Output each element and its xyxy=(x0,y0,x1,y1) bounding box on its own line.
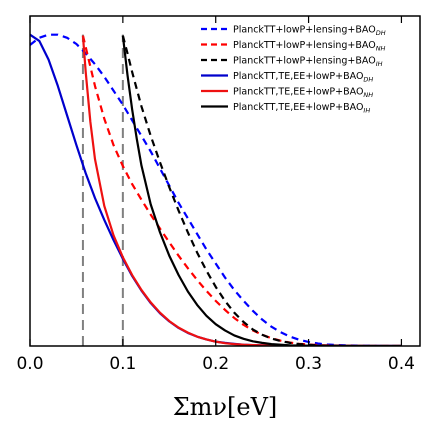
legend-label-4: PlanckTT,TE,EE+lowP+BAODH xyxy=(233,71,373,84)
vertical-markers xyxy=(81,34,124,346)
legend-label-2: PlanckTT+lowP+lensing+BAONH xyxy=(233,40,386,53)
axes-frame xyxy=(29,15,421,347)
x-tick-label: 0.4 xyxy=(388,354,415,374)
legend-label-3: PlanckTT+lowP+lensing+BAOIH xyxy=(233,56,383,69)
series-line-1 xyxy=(30,33,402,346)
legend-label-5: PlanckTT,TE,EE+lowP+BAONH xyxy=(233,87,373,100)
series-line-6 xyxy=(121,35,402,346)
legend: PlanckTT+lowP+lensing+BAODH PlanckTT+lowP… xyxy=(201,25,386,115)
x-tick-label: 0.0 xyxy=(16,354,43,374)
series-line-2 xyxy=(81,35,402,346)
x-tick-label: 0.3 xyxy=(295,354,322,374)
x-tick-label: 0.1 xyxy=(109,354,136,374)
x-axis-label: Σmν[eV] xyxy=(173,393,278,421)
x-tick-label: 0.2 xyxy=(202,354,229,374)
series-line-3 xyxy=(121,35,402,346)
legend-label-1: PlanckTT+lowP+lensing+BAODH xyxy=(233,25,386,38)
series-line-5 xyxy=(81,35,402,346)
legend-label-6: PlanckTT,TE,EE+lowP+BAOIH xyxy=(233,102,370,115)
x-axis-ticks: 0.0 0.1 0.2 0.3 0.4 xyxy=(16,16,415,374)
